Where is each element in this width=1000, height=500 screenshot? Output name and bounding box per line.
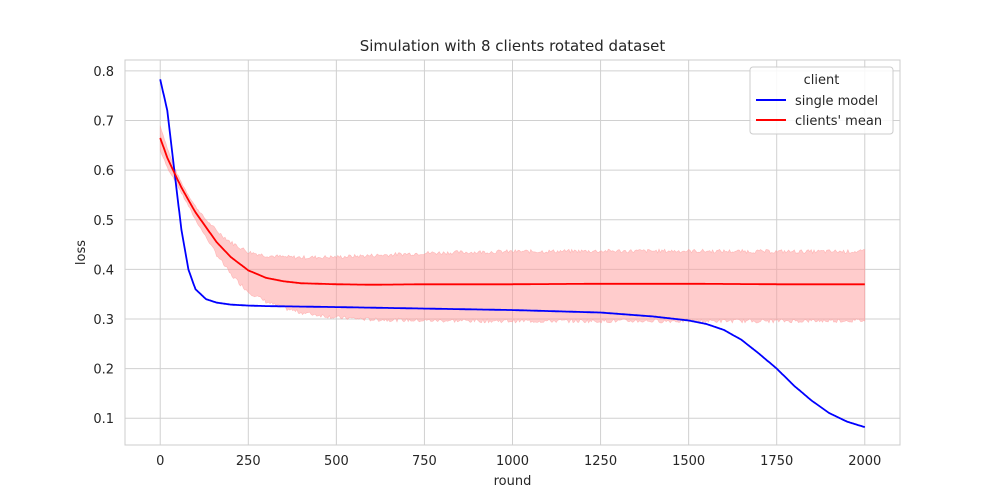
y-tick-label: 0.1 [93, 412, 114, 427]
x-tick-label: 2000 [848, 454, 881, 469]
y-tick-label: 0.7 [93, 115, 114, 130]
legend-label-single-model: single model [795, 94, 878, 109]
legend-title: client [804, 73, 840, 88]
x-tick-label: 1750 [760, 454, 793, 469]
x-tick-label: 750 [412, 454, 437, 469]
band-clients-mean [159, 125, 866, 324]
line-single-model [159, 79, 866, 428]
y-tick-label: 0.8 [93, 65, 114, 80]
x-tick-label: 1000 [496, 454, 529, 469]
y-tick-label: 0.4 [93, 263, 114, 278]
legend-label-clients-mean: clients' mean [795, 114, 882, 129]
y-tick-label: 0.5 [93, 214, 114, 229]
y-tick-label: 0.6 [93, 164, 114, 179]
series-lines [159, 79, 866, 428]
y-tick-labels: 0.1 0.2 0.3 0.4 0.5 0.6 0.7 0.8 [93, 65, 114, 427]
x-tick-label: 0 [156, 454, 164, 469]
legend-frame [749, 66, 894, 135]
y-tick-label: 0.3 [93, 313, 114, 328]
y-tick-label: 0.2 [93, 363, 114, 378]
x-tick-label: 250 [236, 454, 261, 469]
confidence-bands [159, 125, 866, 324]
x-tick-label: 1250 [584, 454, 617, 469]
chart-title: Simulation with 8 clients rotated datase… [360, 37, 666, 55]
x-tick-labels: 0 250 500 750 1000 1250 1500 1750 2000 [156, 454, 881, 469]
x-tick-label: 500 [324, 454, 349, 469]
legend: client single model clients' mean [749, 66, 894, 135]
y-axis-label: loss [74, 240, 89, 265]
x-axis-label: round [494, 474, 532, 489]
line-clients-mean [159, 137, 865, 286]
x-tick-label: 1500 [672, 454, 705, 469]
